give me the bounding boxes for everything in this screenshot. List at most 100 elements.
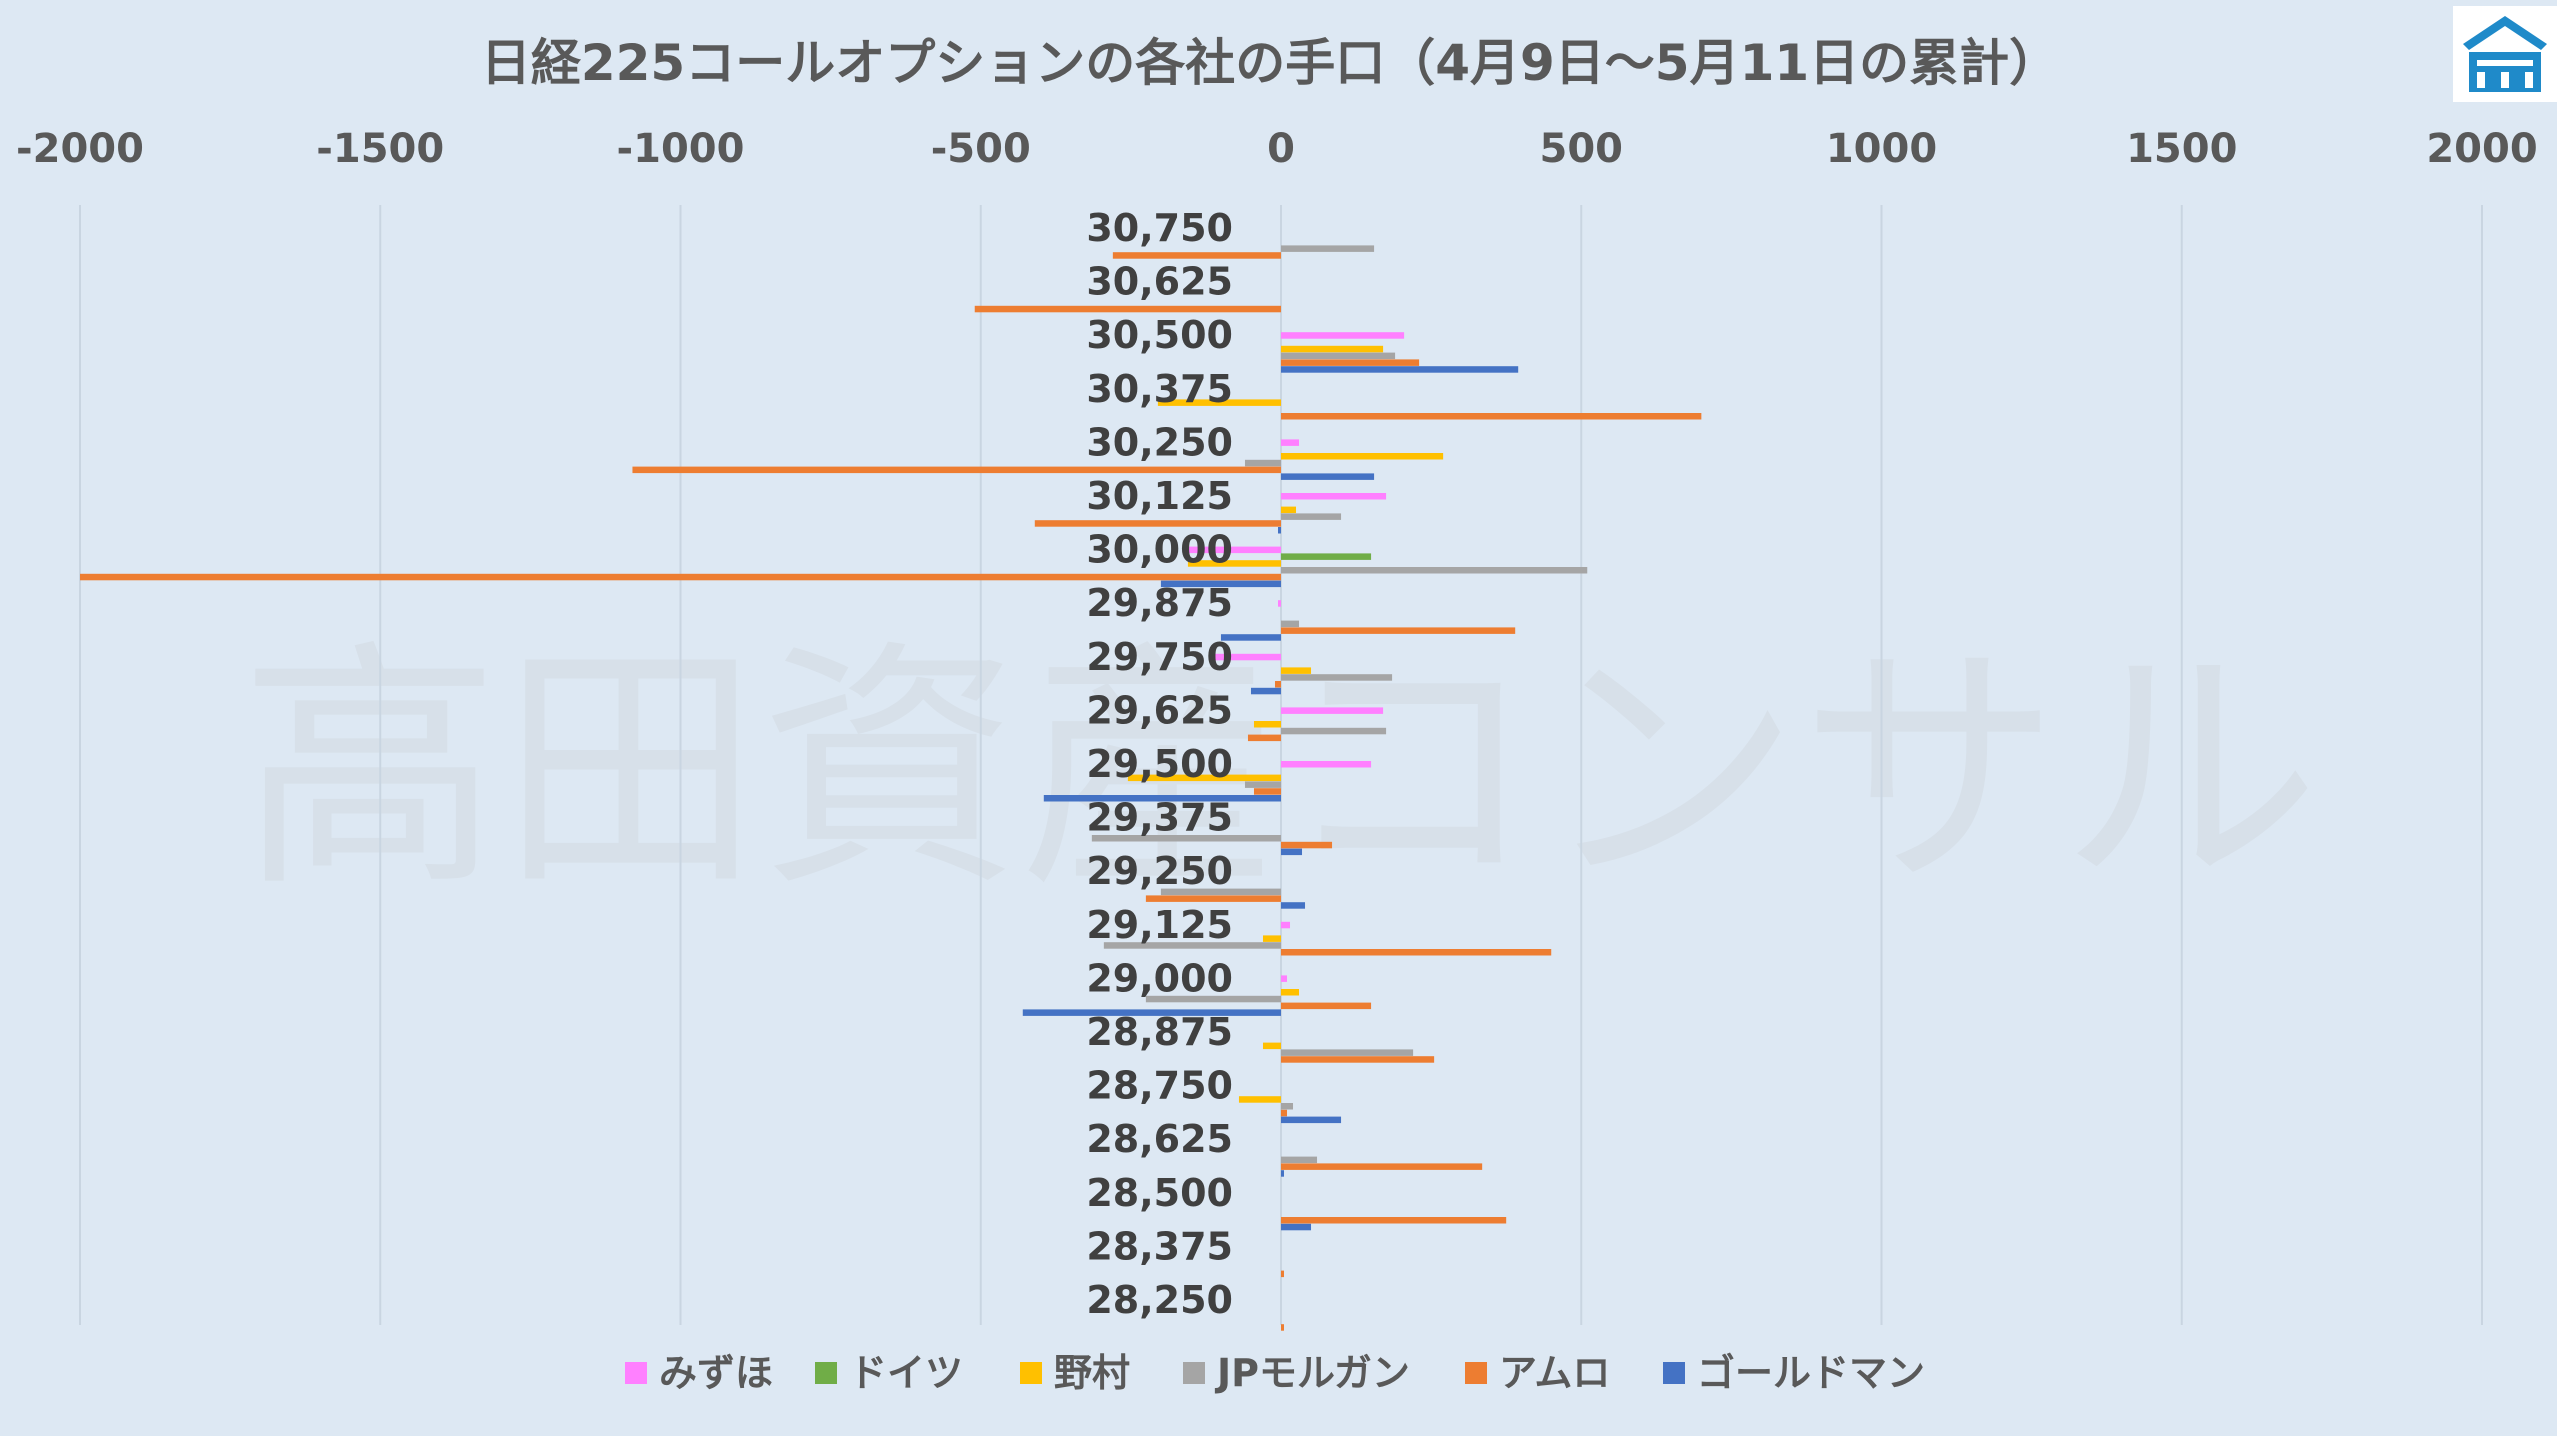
- bar: [1244, 459, 1281, 467]
- bar: [1281, 620, 1300, 628]
- bar: [1145, 895, 1281, 902]
- legend-label: みずほ: [659, 1351, 773, 1395]
- legend-label: ゴールドマン: [1697, 1351, 1925, 1395]
- grid: [79, 205, 2483, 1325]
- legend-swatch: [815, 1362, 837, 1384]
- y-tick-label: 29,000: [1086, 956, 1233, 1000]
- bar: [1274, 681, 1281, 688]
- bar: [1187, 546, 1281, 554]
- bar: [1262, 1042, 1281, 1050]
- x-tick-label: 0: [1267, 126, 1295, 172]
- bar: [1250, 687, 1281, 695]
- y-tick-label: 28,750: [1086, 1064, 1233, 1108]
- chart-title: 日経225コールオプションの各社の手口（4月9日～5月11日の累計）: [481, 34, 2059, 92]
- bar: [1281, 1116, 1342, 1124]
- bar: [1281, 949, 1552, 956]
- y-tick-label: 28,375: [1086, 1224, 1233, 1268]
- bar: [1187, 560, 1281, 567]
- y-tick-label: 30,750: [1086, 206, 1233, 250]
- y-tick-label: 29,875: [1086, 581, 1233, 625]
- bar: [1253, 721, 1281, 728]
- legend-label: JPモルガン: [1214, 1351, 1410, 1395]
- bar: [1281, 1103, 1294, 1110]
- bar: [1281, 667, 1312, 674]
- legend-swatch: [1020, 1362, 1042, 1384]
- bar: [1281, 506, 1297, 514]
- bar: [1281, 1217, 1507, 1224]
- bar: [1281, 1002, 1372, 1010]
- y-tick-label: 29,375: [1086, 796, 1233, 840]
- bar: [1277, 527, 1281, 534]
- bar: [1160, 888, 1281, 896]
- bar: [1244, 781, 1281, 788]
- y-tick-label: 29,500: [1086, 742, 1233, 786]
- legend-swatch: [1465, 1362, 1487, 1384]
- legend: みずほ ドイツ 野村 JPモルガン アムロ ゴールドマン: [625, 1351, 1925, 1395]
- bar: [1281, 1270, 1285, 1278]
- bar: [1281, 627, 1516, 634]
- bar: [1247, 734, 1281, 742]
- y-axis: 30,750 30,625 30,500 30,375 30,250 30,125 30,0…: [1086, 206, 1233, 1322]
- bars: [80, 245, 1702, 1331]
- bar: [1281, 1324, 1285, 1331]
- bar: [1034, 520, 1281, 527]
- y-tick-label: 30,500: [1086, 313, 1233, 357]
- bar: [1214, 653, 1281, 661]
- y-tick-label: 29,625: [1086, 688, 1233, 732]
- bar: [1281, 1049, 1414, 1056]
- company-logo: [2453, 6, 2557, 102]
- x-tick-label: 2000: [2426, 126, 2537, 172]
- bar: [1220, 634, 1281, 641]
- logo-pillar: [2501, 72, 2509, 88]
- bar: [1281, 848, 1303, 856]
- bar: [1281, 352, 1396, 360]
- logo-stripe: [2477, 60, 2533, 66]
- bar: [1281, 493, 1387, 500]
- bar: [1281, 1056, 1435, 1063]
- y-tick-label: 30,000: [1086, 528, 1233, 572]
- bar: [1238, 1096, 1281, 1103]
- y-tick-label: 28,625: [1086, 1117, 1233, 1161]
- bar: [1281, 439, 1300, 446]
- bar: [1281, 453, 1444, 460]
- legend-label: 野村: [1054, 1351, 1130, 1395]
- bar: [1281, 413, 1702, 420]
- y-tick-label: 29,250: [1086, 849, 1233, 893]
- bar: [1281, 989, 1300, 996]
- legend-swatch: [1183, 1362, 1205, 1384]
- bar: [1281, 473, 1375, 480]
- bar: [1157, 399, 1281, 406]
- bar: [974, 305, 1281, 313]
- bar: [1043, 795, 1281, 802]
- y-tick-label: 30,625: [1086, 260, 1233, 304]
- bar: [1281, 359, 1420, 366]
- legend-swatch: [625, 1362, 647, 1384]
- bar: [1281, 1170, 1285, 1177]
- bar: [1281, 345, 1384, 353]
- bar: [1281, 553, 1372, 560]
- x-tick-label: -500: [931, 126, 1031, 172]
- x-axis: -2000 -1500 -1000 -500 0 500 1000 1500 2000: [16, 126, 2538, 172]
- bar: [1281, 1223, 1312, 1231]
- bar: [1281, 921, 1291, 929]
- bar: [1281, 841, 1333, 849]
- bar: [1281, 245, 1375, 252]
- bar: [1281, 1156, 1318, 1164]
- bar: [1091, 835, 1281, 842]
- bar: [1281, 902, 1306, 909]
- logo-pillar: [2525, 72, 2533, 88]
- bar: [1281, 366, 1519, 373]
- bar: [1112, 252, 1281, 259]
- bar: [1281, 513, 1342, 520]
- y-tick-label: 29,125: [1086, 903, 1233, 947]
- x-tick-label: 500: [1540, 126, 1624, 172]
- legend-label: アムロ: [1499, 1351, 1610, 1395]
- bar: [1281, 727, 1387, 735]
- bar: [1281, 567, 1588, 574]
- x-tick-label: 1500: [2126, 126, 2237, 172]
- bar: [1281, 1163, 1483, 1170]
- y-tick-label: 30,250: [1086, 420, 1233, 464]
- bar: [1253, 788, 1281, 795]
- y-tick-label: 30,125: [1086, 474, 1233, 518]
